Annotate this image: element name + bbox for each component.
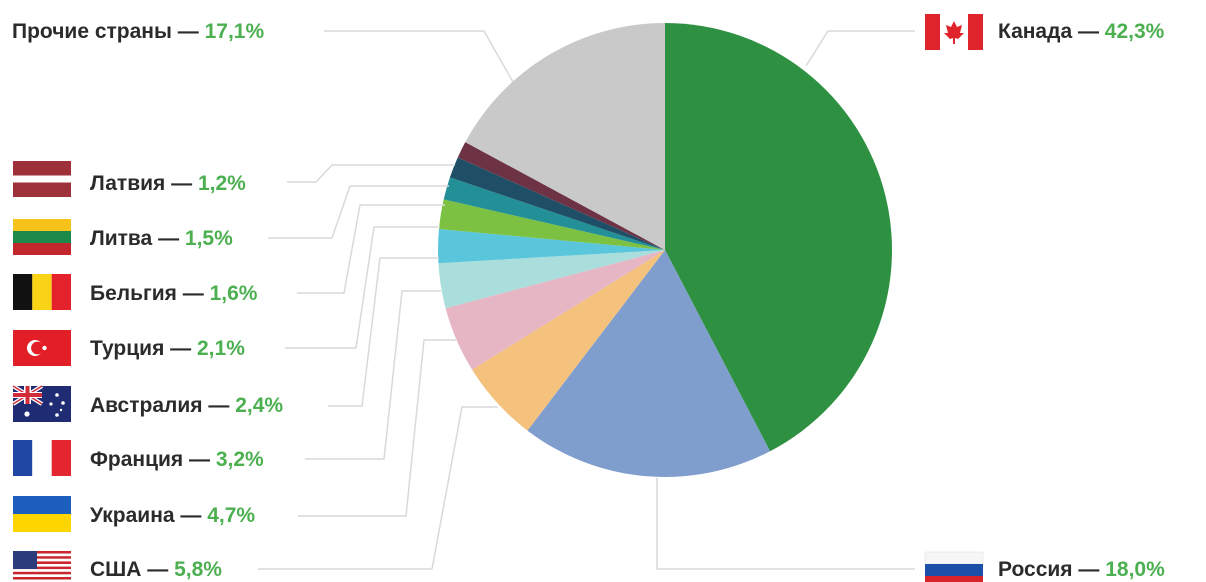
slice-label-9: Латвия — 1,2%: [90, 172, 246, 195]
slice-value-0: 42,3%: [1105, 20, 1165, 43]
slice-label-3: Украина — 4,7%: [90, 504, 255, 527]
usa-flag-icon: [13, 551, 71, 582]
slice-value-8: 1,5%: [185, 227, 233, 250]
pie-slice-3: [445, 250, 665, 370]
slice-label-4: Франция — 3,2%: [90, 448, 264, 471]
ukraine-flag-icon: [13, 496, 71, 532]
pie-slice-10: [465, 23, 665, 250]
slice-label-7: Бельгия — 1,6%: [90, 282, 258, 305]
slice-label-1: Россия — 18,0%: [998, 558, 1165, 581]
pie-slice-8: [449, 157, 665, 250]
leader-line-3: [298, 339, 456, 517]
leader-line-1: [656, 478, 915, 570]
slice-label-10: Прочие страны — 17,1%: [12, 20, 264, 43]
slice-value-5: 2,4%: [235, 394, 283, 417]
leader-line-9: [287, 164, 455, 183]
slice-label-6: Турция — 2,1%: [90, 337, 245, 360]
leader-line-4: [305, 290, 441, 460]
leader-line-7: [297, 204, 445, 294]
slice-value-4: 3,2%: [216, 448, 264, 471]
pie-slice-6: [438, 199, 665, 250]
slice-value-1: 18,0%: [1105, 558, 1165, 581]
pie-slice-0: [665, 23, 892, 452]
leader-line-6: [285, 226, 440, 349]
slice-label-5: Австралия — 2,4%: [90, 394, 283, 417]
slice-value-9: 1,2%: [198, 172, 246, 195]
pie-slice-4: [438, 250, 665, 309]
pie-slice-7: [443, 177, 665, 250]
slice-label-2: США — 5,8%: [90, 558, 222, 581]
slice-value-3: 4,7%: [207, 504, 255, 527]
leader-line-8: [268, 185, 449, 239]
slice-label-8: Литва — 1,5%: [90, 227, 233, 250]
pie-slice-5: [438, 228, 665, 264]
pie-slice-2: [472, 250, 665, 431]
pie-slice-9: [457, 142, 665, 250]
leader-line-5: [328, 257, 439, 407]
belgium-flag-icon: [13, 274, 71, 310]
france-flag-icon: [13, 440, 71, 476]
lithuania-flag-icon: [13, 219, 71, 255]
slice-value-6: 2,1%: [197, 337, 245, 360]
slice-value-10: 17,1%: [205, 20, 265, 43]
slice-label-0: Канада — 42,3%: [998, 20, 1165, 43]
latvia-flag-icon: [13, 161, 71, 197]
turkey-flag-icon: [13, 330, 71, 366]
leader-line-10: [324, 30, 514, 83]
slice-value-2: 5,8%: [174, 558, 222, 581]
leader-line-0: [805, 30, 915, 67]
russia-flag-icon: [924, 551, 984, 582]
flags: [11, 14, 984, 582]
canada-flag-icon: [925, 14, 983, 50]
slice-value-7: 1,6%: [210, 282, 258, 305]
leader-lines: [258, 30, 915, 570]
pie-slice-1: [527, 250, 771, 478]
leader-line-2: [258, 406, 498, 570]
pie-slices: [438, 23, 892, 478]
australia-flag-icon: [11, 384, 71, 422]
slice-labels: Канада — 42,3% Россия — 18,0% США — 5,8% Ук…: [12, 20, 1165, 581]
